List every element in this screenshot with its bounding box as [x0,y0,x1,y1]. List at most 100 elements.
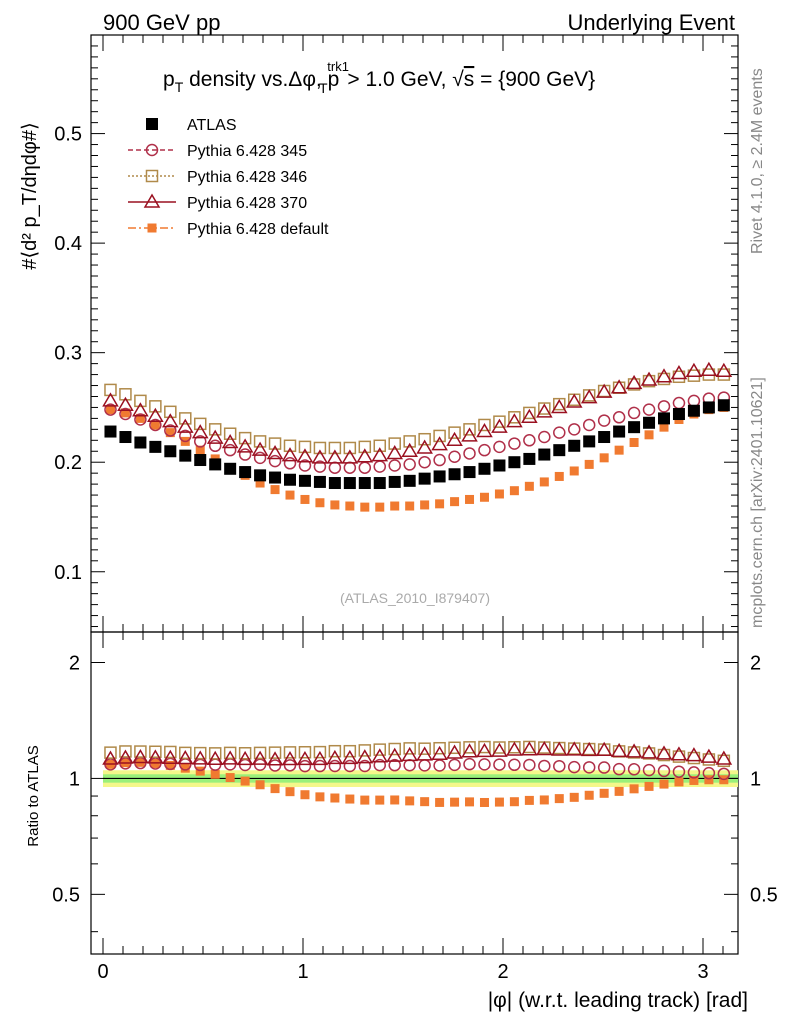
data-point-p345 [687,394,701,408]
data-point-p370 [117,396,134,411]
ratio-point-p370 [625,743,643,758]
ratio-point-p345 [418,759,431,772]
data-point-pdef [315,498,325,508]
data-point-p345 [582,418,596,432]
data-point-p346 [223,427,237,440]
data-point-atlas [702,401,715,414]
x-tick-label: 3 [697,961,708,983]
ratio-point-p346 [104,746,117,759]
title-sqrt: √ [452,68,464,91]
ratio-point-p346 [328,744,342,758]
data-point-p370 [281,447,299,462]
data-point-p345 [343,461,357,474]
data-point-atlas [583,435,596,448]
ratio-point-p346 [313,745,327,759]
data-point-p345 [223,443,237,457]
title-sub-T2: T [319,80,328,96]
data-point-atlas [672,408,685,421]
data-point-atlas [523,452,536,465]
header-left: 900 GeV pp [103,10,220,35]
data-point-atlas [164,445,177,458]
data-point-p345 [538,430,551,444]
data-point-p370 [371,447,389,462]
data-point-p345 [672,396,686,410]
data-point-p346 [193,417,207,431]
data-point-p345 [418,455,431,469]
ratio-point-pdef [629,784,639,794]
ratio-point-p346 [403,742,416,755]
data-point-atlas [134,436,147,449]
data-point-p345 [238,448,252,461]
data-point-p370 [251,441,269,456]
data-point-p370 [431,436,448,451]
ratio-point-p346 [268,746,282,759]
data-point-p345 [657,400,671,413]
data-point-p346 [164,405,177,419]
ratio-point-p370 [221,750,239,765]
data-point-pdef [450,497,460,507]
ratio-point-p345 [523,758,536,772]
data-point-p370 [132,402,149,417]
y-axis-label-main: #⟨d² p_T/dηdφ#⟩ [19,122,41,270]
data-point-pdef [420,500,430,510]
ratio-point-p370 [565,741,583,756]
title-tail: > 1.0 GeV, [342,68,453,91]
data-point-p370 [176,418,194,433]
data-point-p370 [625,374,643,390]
data-point-p345 [523,434,536,447]
data-point-p345 [298,459,312,472]
ratio-point-p346 [253,746,267,760]
ratio-point-p345 [478,758,491,771]
data-point-pdef [345,501,355,511]
data-point-p346 [343,441,357,455]
data-point-pdef [195,445,205,455]
ratio-point-pdef [599,788,609,798]
data-point-pdef [135,413,145,423]
ratio-point-pdef [255,780,265,790]
ratio-point-pdef [479,797,489,807]
data-point-p370 [266,444,284,460]
ratio-point-p370 [416,746,433,761]
ratio-point-p370 [536,741,553,756]
x-tick-label: 2 [497,961,508,983]
ratio-point-p345 [538,759,551,773]
data-point-p345 [283,457,297,470]
data-point-atlas [358,477,371,490]
legend-label-atlas: ATLAS [187,117,237,134]
data-point-pdef [375,502,385,512]
data-point-atlas [613,425,626,438]
ratio-point-p346 [358,744,372,757]
data-point-p370 [640,371,658,386]
ratio-point-pdef [509,797,519,807]
data-point-atlas [433,470,446,483]
legend-label-p346: Pythia 6.428 346 [187,169,307,186]
data-point-p370 [341,449,359,464]
ratio-point-p370 [102,750,119,765]
data-point-atlas [463,466,476,479]
ratio-point-p345 [567,760,581,774]
data-point-p370 [491,418,508,433]
data-point-p345 [373,460,387,473]
ratio-point-pdef [435,797,445,807]
data-point-pdef [479,492,489,502]
ratio-point-p346 [463,741,476,754]
ratio-tick-label-right: 1 [750,768,761,790]
data-point-p345 [388,459,401,472]
data-point-atlas [388,475,401,488]
data-point-p370 [550,398,568,414]
data-point-atlas [538,448,551,461]
ratio-point-p346 [343,744,357,758]
ratio-point-p346 [478,740,491,754]
data-point-p345 [463,447,476,460]
data-point-atlas [254,469,267,482]
ratio-point-p370 [251,750,269,765]
ratio-point-pdef [300,790,310,800]
ratio-point-p345 [193,758,207,772]
data-point-p346 [119,388,132,401]
ratio-point-p345 [702,766,716,780]
data-point-p345 [328,461,342,474]
data-point-p370 [580,389,598,404]
data-point-p370 [715,362,733,378]
ratio-point-p346 [493,741,506,754]
data-point-pdef [165,428,175,438]
